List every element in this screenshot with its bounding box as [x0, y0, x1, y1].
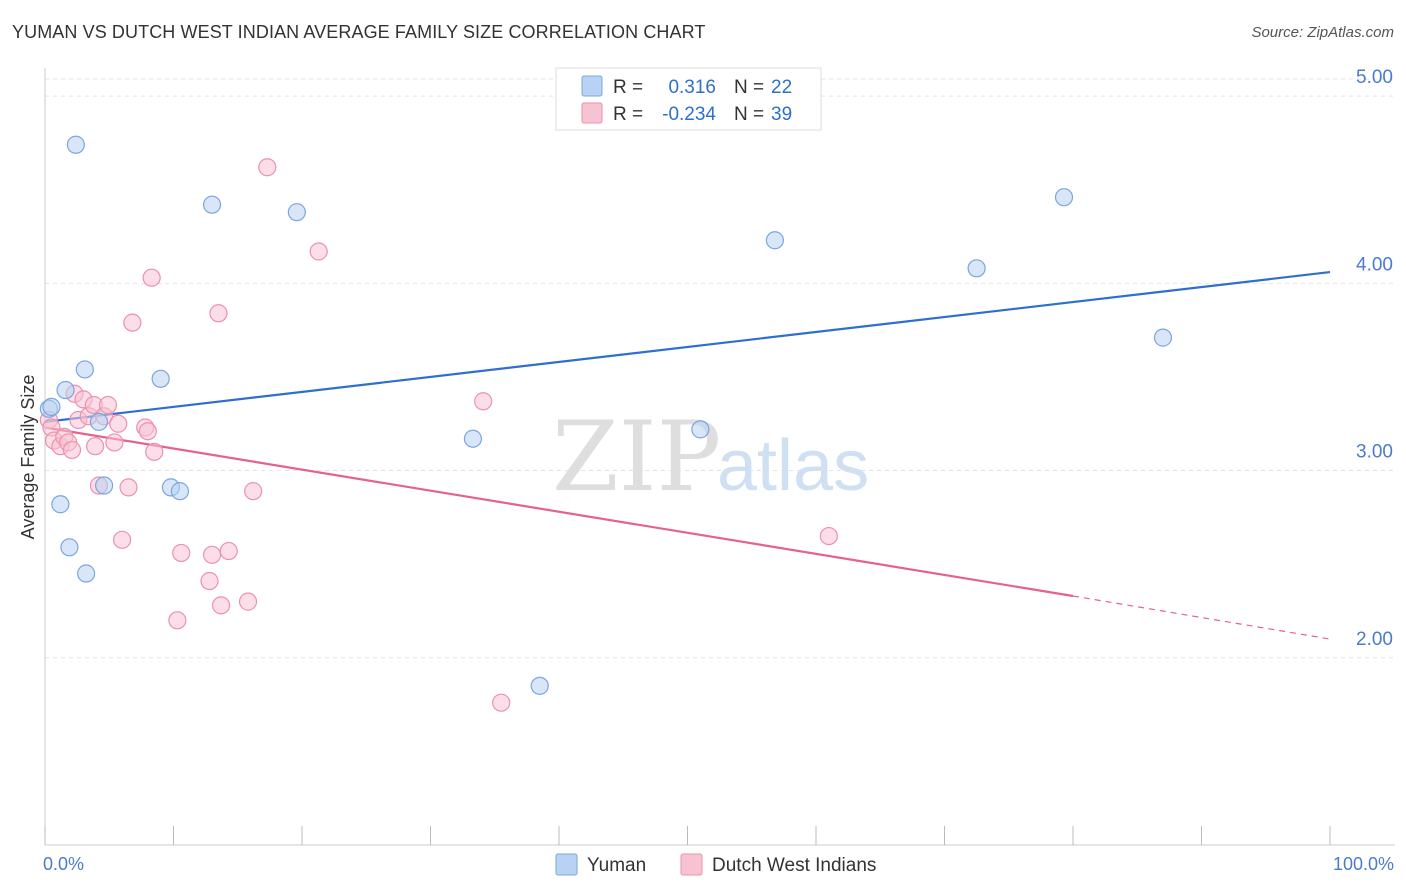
- trend-lines: [44, 270, 1331, 640]
- point-dutch: [492, 693, 511, 712]
- x-tick-labels: 0.0% 100.0%: [43, 854, 1394, 874]
- point-dutch: [62, 440, 82, 460]
- x-tick-label: 100.0%: [1333, 854, 1394, 874]
- point-dutch: [145, 442, 164, 461]
- point-dutch: [209, 304, 228, 323]
- y-tick-label: 4.00: [1356, 254, 1393, 275]
- point-yuman: [463, 429, 483, 448]
- point-dutch: [142, 268, 161, 287]
- point-dutch: [119, 478, 138, 497]
- point-dutch: [474, 392, 493, 411]
- stats-r-label-yuman: R =: [613, 77, 643, 98]
- stats-n-label-yuman: N =: [734, 77, 764, 98]
- point-dutch: [238, 592, 258, 611]
- watermark-zip: ZIP: [552, 401, 721, 513]
- point-dutch: [123, 313, 142, 332]
- stats-r-label-dutch: R =: [613, 104, 643, 125]
- legend-label-dutch: Dutch West Indians: [712, 855, 876, 876]
- gridlines: [45, 78, 1395, 659]
- point-dutch: [168, 611, 187, 630]
- point-dutch: [172, 543, 191, 563]
- point-dutch: [138, 422, 157, 441]
- axes: [44, 68, 1395, 846]
- point-dutch: [200, 571, 219, 591]
- stats-r-value-dutch: -0.234: [662, 104, 716, 125]
- point-yuman: [287, 203, 306, 222]
- source-credit: Source: ZipAtlas.com: [1251, 24, 1394, 41]
- point-dutch: [244, 482, 263, 501]
- point-yuman: [89, 412, 109, 431]
- point-yuman: [51, 495, 70, 514]
- series-legend: Yuman Dutch West Indians: [555, 853, 876, 876]
- point-yuman: [56, 380, 75, 400]
- point-yuman: [530, 676, 549, 695]
- point-dutch: [98, 395, 118, 415]
- y-tick-label: 2.00: [1356, 629, 1393, 650]
- point-dutch: [258, 158, 277, 177]
- stats-r-value-yuman: 0.316: [668, 77, 716, 98]
- point-yuman: [691, 420, 710, 439]
- point-yuman: [66, 135, 85, 154]
- watermark-atlas: atlas: [717, 426, 869, 506]
- point-yuman: [95, 476, 114, 495]
- point-dutch: [86, 437, 105, 456]
- trend-line-dutch-extension: [1072, 595, 1331, 640]
- point-yuman: [60, 538, 79, 557]
- point-yuman: [1153, 328, 1173, 347]
- point-dutch: [112, 530, 132, 549]
- point-yuman: [170, 482, 190, 501]
- point-dutch: [109, 414, 128, 433]
- stats-n-value-yuman: 22: [771, 77, 792, 98]
- data-points: [39, 135, 1173, 712]
- x-tick-label: 0.0%: [43, 854, 84, 874]
- y-tick-labels: 2.00 3.00 4.00 5.00: [1356, 67, 1393, 650]
- stats-n-label-dutch: N =: [734, 104, 764, 125]
- point-dutch: [211, 596, 231, 615]
- y-axis-label: Average Family Size: [18, 375, 38, 540]
- point-dutch: [202, 545, 222, 564]
- stats-legend: R = 0.316 N = 22 R = -0.234 N = 39: [555, 67, 822, 131]
- trend-line-dutch: [44, 426, 1074, 598]
- chart-title: YUMAN VS DUTCH WEST INDIAN AVERAGE FAMIL…: [12, 22, 706, 42]
- point-yuman: [1054, 188, 1074, 207]
- point-yuman: [967, 259, 986, 278]
- legend-label-yuman: Yuman: [587, 855, 646, 876]
- stats-n-value-dutch: 39: [771, 104, 792, 125]
- y-tick-label: 3.00: [1356, 442, 1393, 463]
- point-dutch: [219, 541, 238, 561]
- stats-legend-swatch-yuman: [581, 75, 603, 97]
- point-yuman: [75, 360, 94, 379]
- point-dutch: [309, 242, 328, 261]
- legend-swatch-dutch: [680, 853, 703, 876]
- y-tick-label: 5.00: [1356, 67, 1393, 88]
- point-yuman: [765, 231, 784, 250]
- point-dutch: [105, 433, 124, 452]
- point-yuman: [151, 369, 170, 388]
- point-yuman: [42, 397, 61, 416]
- trend-line-yuman: [44, 270, 1331, 423]
- point-dutch: [819, 526, 838, 546]
- stats-legend-swatch-dutch: [581, 102, 603, 124]
- point-yuman: [202, 195, 222, 214]
- point-yuman: [77, 564, 96, 583]
- watermark: ZIP atlas: [552, 401, 869, 513]
- legend-swatch-yuman: [555, 853, 578, 876]
